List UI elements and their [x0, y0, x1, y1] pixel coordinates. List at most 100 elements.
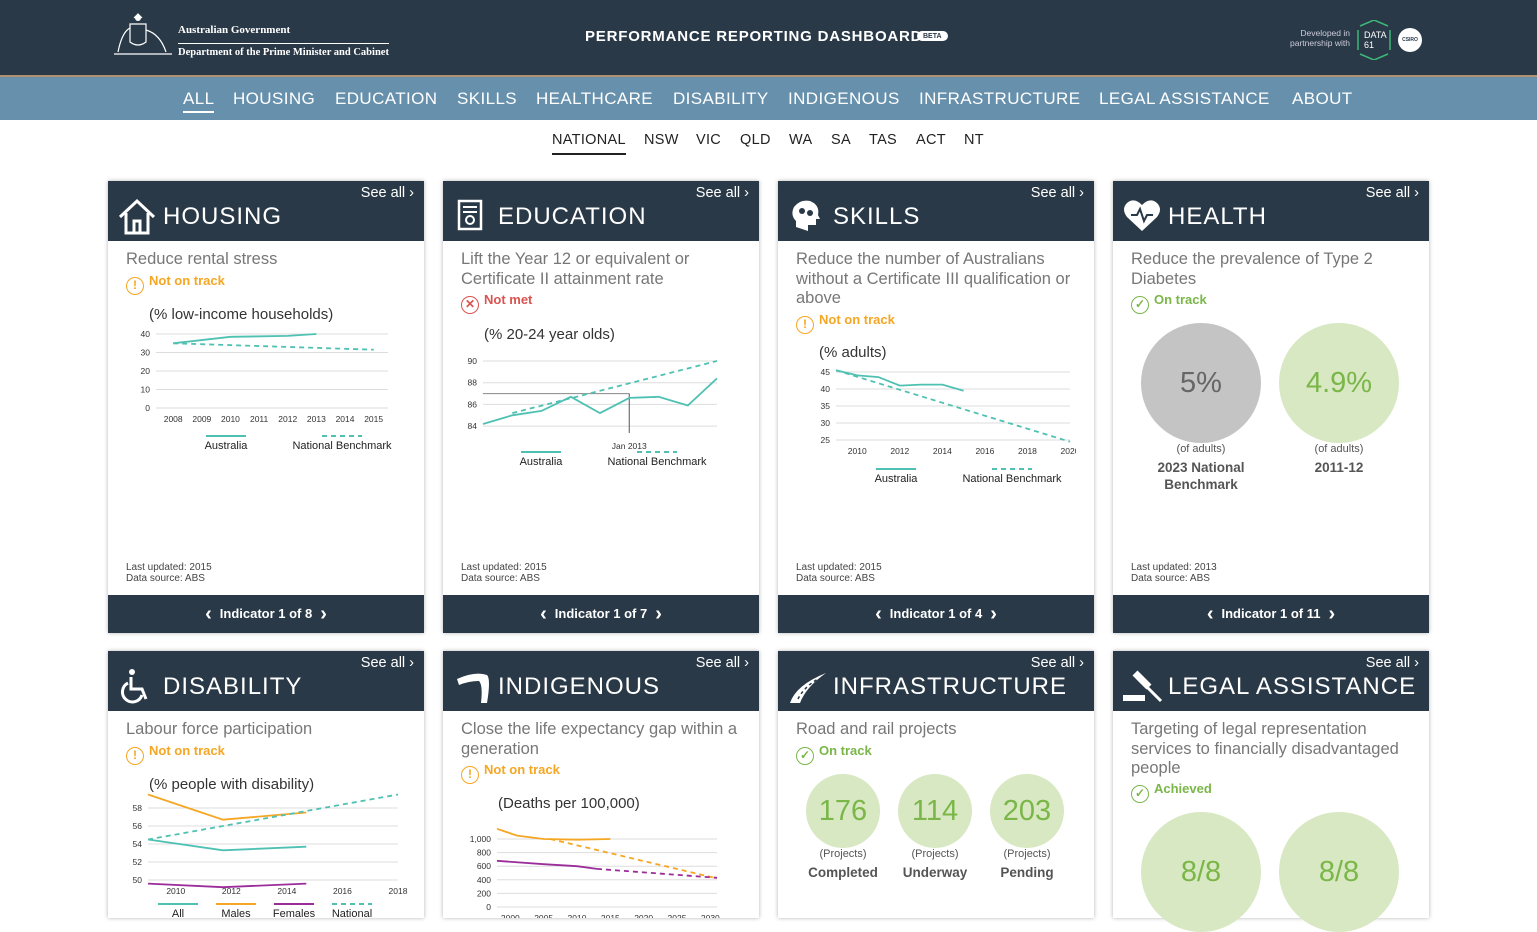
see-all-label: See all	[695, 185, 741, 201]
nav-healthcare[interactable]: HEALTHCARE	[536, 89, 654, 108]
nav-legal-assistance[interactable]: LEGAL ASSISTANCE	[1099, 89, 1270, 108]
nav-skills[interactable]: SKILLS	[457, 89, 518, 108]
nav-infrastructure[interactable]: INFRASTRUCTURE	[919, 89, 1081, 108]
result-bubble: 8/8	[1279, 812, 1399, 932]
next-indicator-icon[interactable]: ›	[990, 603, 997, 625]
next-indicator-icon[interactable]: ›	[1328, 603, 1336, 625]
card-title: INDIGENOUS	[498, 673, 661, 700]
pending-bubble: 203	[990, 774, 1064, 848]
x-tick-label: 2010	[848, 446, 867, 456]
x-tick-label: 2000	[501, 913, 520, 918]
nav-indigenous[interactable]: INDIGENOUS	[788, 89, 900, 108]
nav-housing[interactable]: HOUSING	[233, 89, 316, 108]
series-line-australia	[482, 377, 718, 425]
infrastructure-card: See all › INFRASTRUCTURE Road and rail p…	[778, 651, 1094, 918]
health-card: See all › HEALTH Reduce the prevalence o…	[1113, 181, 1429, 633]
x-tick-label: 2011	[250, 414, 269, 424]
see-all-link[interactable]: See all ›	[1030, 655, 1084, 671]
series-line-females	[147, 882, 307, 889]
series-line-all	[147, 838, 307, 852]
coat-of-arms-icon	[114, 13, 172, 55]
see-all-link[interactable]: See all ›	[1365, 185, 1419, 201]
indigenous-card: See all › INDIGENOUS Close the life expe…	[443, 651, 759, 918]
completed-bubble: 176	[806, 774, 880, 848]
indicator-pager: ‹ Indicator 1 of 7 ›	[443, 595, 759, 633]
see-all-link[interactable]: See all ›	[1030, 185, 1084, 201]
nav-disability[interactable]: DISABILITY	[673, 89, 769, 108]
indicator-label: Indicator 1 of 8	[219, 606, 313, 621]
prev-indicator-icon[interactable]: ‹	[1206, 603, 1214, 625]
series-line-males	[147, 793, 307, 821]
next-indicator-icon[interactable]: ›	[320, 603, 327, 625]
x-tick-label: 2016	[975, 446, 994, 456]
x-tick-label: 2009	[192, 414, 211, 424]
warning-icon: !	[126, 277, 144, 295]
government-logo[interactable]: Australian Government Department of the …	[112, 12, 392, 60]
series-line-national-benchmark	[835, 369, 1071, 443]
card-header: See all › INFRASTRUCTURE	[778, 651, 1094, 711]
see-all-link[interactable]: See all ›	[360, 185, 414, 201]
indicator-description: Reduce the number of Australians without…	[796, 250, 1071, 307]
bubble-caption: (Projects)	[1003, 848, 1051, 860]
x-tick-label: 2014	[336, 414, 355, 424]
csiro-logo-icon[interactable]: CSIRO	[1398, 28, 1422, 52]
card-header: See all › INDIGENOUS	[443, 651, 759, 711]
card-footnote: Last updated: 2015 Data source: ABS	[796, 562, 882, 584]
x-tick-label: 2010	[568, 913, 587, 918]
status-label: On track	[1154, 292, 1207, 307]
nav-all[interactable]: ALL	[183, 89, 215, 113]
nav-education[interactable]: EDUCATION	[335, 89, 438, 108]
housing-card: See all › HOUSING Reduce rental stress !…	[108, 181, 424, 633]
education-chart: 84 86 88 90 Jan 2013 Australia National Benchm…	[468, 356, 718, 468]
tab-wa[interactable]: WA	[789, 132, 813, 148]
see-all-link[interactable]: See all ›	[360, 655, 414, 671]
tab-sa[interactable]: SA	[831, 132, 851, 148]
tab-national[interactable]: NATIONAL	[552, 132, 626, 155]
see-all-link[interactable]: See all ›	[1365, 655, 1419, 671]
y-tick-label: 40	[141, 329, 151, 339]
see-all-link[interactable]: See all ›	[695, 655, 749, 671]
tab-vic[interactable]: VIC	[696, 132, 722, 148]
warning-icon: !	[126, 747, 144, 765]
bubble-label: Pending	[1000, 865, 1054, 880]
see-all-link[interactable]: See all ›	[695, 185, 749, 201]
tab-tas[interactable]: TAS	[869, 132, 898, 148]
tab-nt[interactable]: NT	[964, 132, 984, 148]
x-tick-label: 2025	[668, 913, 687, 918]
prev-indicator-icon[interactable]: ‹	[205, 603, 212, 625]
chart-unit: (% adults)	[819, 344, 887, 361]
status-badge: ✓ On track	[796, 743, 872, 765]
card-header: See all › HEALTH	[1113, 181, 1429, 241]
y-tick-label: 400	[477, 875, 491, 885]
x-tick-label: 2010	[221, 414, 240, 424]
beta-badge: BETA	[917, 31, 948, 41]
tab-nsw[interactable]: NSW	[644, 132, 679, 148]
y-tick-label: 45	[821, 367, 831, 377]
card-title: HOUSING	[163, 203, 283, 230]
tab-qld[interactable]: QLD	[740, 132, 771, 148]
indicator-description: Targeting of legal representation servic…	[1131, 720, 1399, 777]
card-footnote: Last updated: 2015 Data source: ABS	[461, 562, 547, 584]
prev-indicator-icon[interactable]: ‹	[540, 603, 547, 625]
x-tick-label: 2020	[1061, 446, 1076, 456]
indicator-description: Close the life expectancy gap within a g…	[461, 720, 738, 758]
next-indicator-icon[interactable]: ›	[655, 603, 662, 625]
series-line-australia	[835, 369, 964, 392]
status-badge: ! Not on track	[126, 743, 225, 765]
legend-label: All	[172, 908, 184, 918]
data61-logo-icon[interactable]: DATA 61	[1356, 20, 1392, 60]
legend-label: Females	[273, 908, 316, 918]
y-tick-label: 0	[145, 403, 150, 413]
page-title: PERFORMANCE REPORTING DASHBOARD	[585, 28, 923, 45]
certificate-icon	[457, 199, 483, 231]
tab-act[interactable]: ACT	[916, 132, 946, 148]
prev-indicator-icon[interactable]: ‹	[875, 603, 882, 625]
see-all-label: See all	[360, 655, 406, 671]
indicator-label: Indicator 1 of 7	[554, 606, 648, 621]
legend-label: Australia	[875, 473, 919, 485]
indicator-label: Indicator 1 of 4	[889, 606, 983, 621]
disability-card: See all › DISABILITY Labour force partic…	[108, 651, 424, 918]
house-icon	[118, 198, 156, 235]
data-source: Data source: ABS	[461, 573, 540, 584]
nav-about[interactable]: ABOUT	[1292, 89, 1353, 108]
